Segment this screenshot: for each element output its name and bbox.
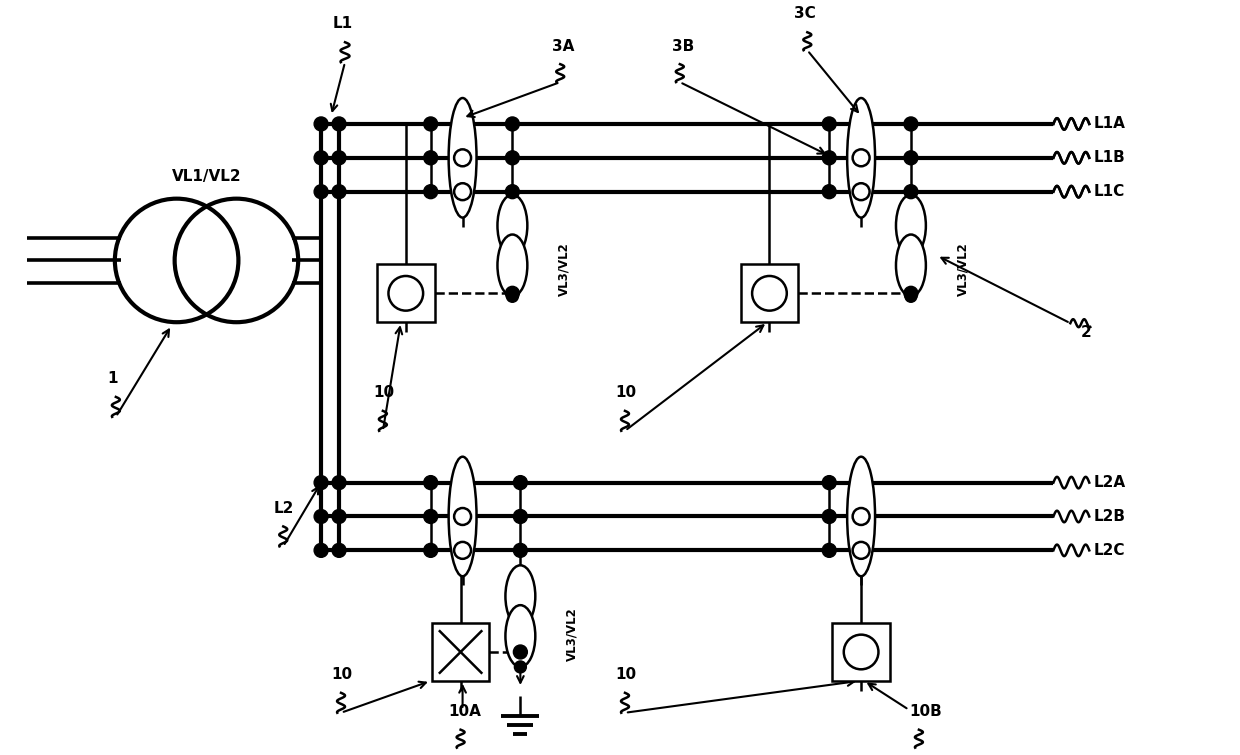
Text: 3A: 3A [552,39,574,54]
Text: L2A: L2A [1094,475,1126,490]
Text: 3B: 3B [672,39,694,54]
Circle shape [513,510,527,523]
Ellipse shape [506,606,536,667]
Text: 1: 1 [107,371,118,386]
Circle shape [424,117,438,131]
Text: 3C: 3C [795,6,816,21]
Circle shape [853,542,869,559]
Circle shape [822,151,836,165]
Circle shape [454,542,471,559]
Ellipse shape [449,457,476,576]
Circle shape [822,117,836,131]
Ellipse shape [897,235,926,296]
Circle shape [904,286,918,300]
Circle shape [454,149,471,166]
Circle shape [424,510,438,523]
Ellipse shape [847,98,875,217]
Circle shape [904,117,918,131]
FancyBboxPatch shape [832,623,890,681]
Circle shape [506,286,520,300]
Circle shape [506,151,520,165]
Text: L1A: L1A [1094,116,1125,131]
FancyBboxPatch shape [377,264,435,322]
FancyBboxPatch shape [740,264,799,322]
Circle shape [314,476,329,489]
Text: L1: L1 [334,17,353,31]
Circle shape [175,199,298,322]
Circle shape [424,476,438,489]
Circle shape [822,185,836,199]
Circle shape [332,544,346,557]
Circle shape [515,661,526,673]
Text: 10B: 10B [909,704,941,719]
Ellipse shape [497,195,527,257]
Circle shape [506,185,520,199]
Circle shape [506,291,518,302]
Text: L1B: L1B [1094,150,1125,165]
Circle shape [513,476,527,489]
Text: VL3/VL2: VL3/VL2 [558,242,570,296]
Circle shape [314,510,329,523]
Circle shape [822,544,836,557]
Circle shape [506,117,520,131]
Ellipse shape [449,98,476,217]
Text: 2: 2 [1080,325,1091,341]
Circle shape [332,510,346,523]
Ellipse shape [897,195,926,257]
Circle shape [454,508,471,525]
Circle shape [332,476,346,489]
Ellipse shape [497,235,527,296]
Circle shape [454,183,471,200]
Circle shape [853,149,869,166]
Text: 10: 10 [615,667,636,682]
Circle shape [314,117,329,131]
Text: VL3/VL2: VL3/VL2 [956,242,970,296]
Circle shape [905,291,916,302]
Circle shape [424,544,438,557]
Circle shape [115,199,238,322]
Text: VL1/VL2: VL1/VL2 [171,168,242,183]
Text: L2: L2 [273,501,294,516]
Circle shape [332,117,346,131]
Circle shape [513,645,527,659]
Circle shape [904,185,918,199]
Ellipse shape [847,457,875,576]
Text: 10: 10 [373,385,394,400]
Text: L2C: L2C [1094,543,1125,558]
Circle shape [853,183,869,200]
Circle shape [904,151,918,165]
Circle shape [513,544,527,557]
Text: VL3/VL2: VL3/VL2 [565,607,579,661]
Circle shape [332,151,346,165]
Circle shape [853,508,869,525]
Circle shape [424,151,438,165]
Circle shape [424,185,438,199]
Circle shape [314,151,329,165]
Ellipse shape [506,565,536,627]
Circle shape [822,510,836,523]
Circle shape [822,476,836,489]
Circle shape [332,185,346,199]
Text: L1C: L1C [1094,184,1125,199]
Circle shape [314,185,329,199]
Text: 10A: 10A [449,704,481,719]
FancyBboxPatch shape [432,623,490,681]
Circle shape [314,544,329,557]
Text: 10: 10 [331,667,352,682]
Text: 10: 10 [615,385,636,400]
Text: L2B: L2B [1094,509,1125,524]
